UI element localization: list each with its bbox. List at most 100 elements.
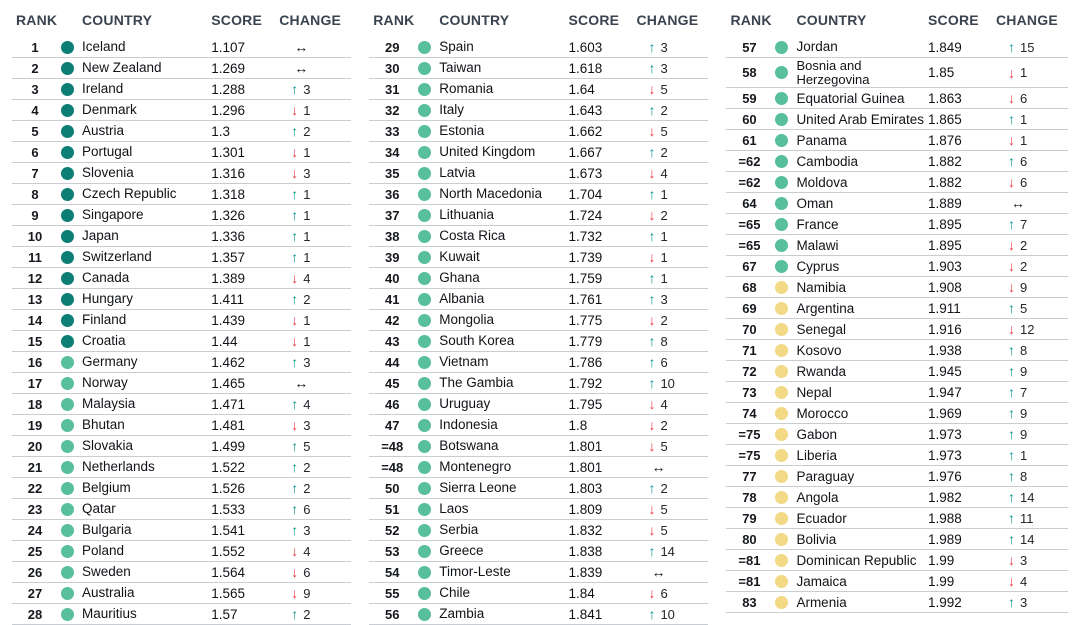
table-row: 43 South Korea 1.779 ↑ 8 xyxy=(369,331,709,352)
rank-value: 55 xyxy=(384,585,400,601)
change-value: 7 xyxy=(1020,384,1028,400)
score-tier-dot-icon xyxy=(61,502,74,516)
change-value: 2 xyxy=(660,207,668,223)
change-cell: ↑ 1 xyxy=(273,187,351,202)
down-arrow-icon: ↓ xyxy=(648,249,656,265)
score-value: 1.775 xyxy=(568,312,603,328)
change-value: 1 xyxy=(303,102,311,118)
change-column-header: CHANGE xyxy=(996,12,1058,28)
score-tier-dot-icon xyxy=(61,40,74,54)
table-row: =75 Gabon 1.973 ↑ 9 xyxy=(726,424,1068,446)
country-name: Montenegro xyxy=(439,459,512,475)
score-value: 1.107 xyxy=(211,39,246,55)
country-name: Bolivia xyxy=(796,531,837,547)
table-row: 3 Ireland 1.288 ↑ 3 xyxy=(12,79,352,100)
country-name: Serbia xyxy=(439,522,479,538)
score-tier-dot-icon xyxy=(61,523,74,537)
change-cell: ↑ 14 xyxy=(990,532,1068,547)
score-tier-dot-icon xyxy=(775,66,789,80)
table-row: 7 Slovenia 1.316 ↓ 3 xyxy=(12,163,352,184)
change-value: 1 xyxy=(660,186,668,202)
country-name: South Korea xyxy=(439,333,515,349)
table-row: 80 Bolivia 1.989 ↑ 14 xyxy=(726,529,1068,551)
up-arrow-icon: ↑ xyxy=(291,249,299,265)
score-value: 1.704 xyxy=(568,186,603,202)
score-value: 1.795 xyxy=(568,396,603,412)
change-value: 14 xyxy=(1020,531,1035,547)
change-cell: ↓ 4 xyxy=(273,544,351,559)
change-cell: ↔ xyxy=(990,196,1068,210)
change-value: 5 xyxy=(660,438,668,454)
score-value: 1.863 xyxy=(928,90,962,106)
change-cell: ↓ 1 xyxy=(273,334,351,349)
change-cell: ↓ 2 xyxy=(990,259,1068,274)
change-column-header: CHANGE xyxy=(636,12,699,28)
table-row: 54 Timor-Leste 1.839 ↔ xyxy=(369,562,709,583)
table-row: =48 Montenegro 1.801 ↔ xyxy=(369,457,709,478)
score-value: 1.865 xyxy=(928,111,962,127)
score-value: 1.938 xyxy=(928,342,962,358)
score-tier-dot-icon xyxy=(775,133,789,147)
country-name: Slovenia xyxy=(82,165,134,181)
score-tier-dot-icon xyxy=(418,124,432,138)
country-name: Dominican Republic xyxy=(796,552,917,568)
score-tier-dot-icon xyxy=(775,385,789,399)
rank-value: =62 xyxy=(738,153,761,169)
change-cell: ↓ 6 xyxy=(990,91,1068,106)
score-tier-dot-icon xyxy=(61,481,74,495)
table-row: =62 Cambodia 1.882 ↑ 6 xyxy=(726,151,1068,173)
up-arrow-icon: ↑ xyxy=(648,606,656,622)
score-value: 1.603 xyxy=(568,39,603,55)
change-cell: ↑ 15 xyxy=(990,40,1068,55)
change-value: 6 xyxy=(1020,174,1028,190)
score-value: 1.301 xyxy=(211,144,246,160)
table-row: 44 Vietnam 1.786 ↑ 6 xyxy=(369,352,709,373)
down-arrow-icon: ↓ xyxy=(291,564,299,580)
change-value: 4 xyxy=(303,396,311,412)
up-arrow-icon: ↑ xyxy=(648,186,656,202)
country-name: Indonesia xyxy=(439,417,498,433)
change-value: 1 xyxy=(1020,111,1028,127)
down-arrow-icon: ↓ xyxy=(648,522,656,538)
table-row: =81 Dominican Republic 1.99 ↓ 3 xyxy=(726,550,1068,572)
table-row: 56 Zambia 1.841 ↑ 10 xyxy=(369,604,709,625)
country-name: Malawi xyxy=(796,237,839,253)
table-row: =48 Botswana 1.801 ↓ 5 xyxy=(369,436,709,457)
rank-value: 26 xyxy=(27,564,43,580)
change-value: 1 xyxy=(303,312,311,328)
up-arrow-icon: ↑ xyxy=(291,123,299,139)
change-value: 12 xyxy=(1020,321,1035,337)
up-arrow-icon: ↑ xyxy=(1008,111,1015,128)
no-change-arrow-icon: ↔ xyxy=(651,564,666,580)
score-value: 1.989 xyxy=(928,531,962,547)
score-value: 1.882 xyxy=(928,174,962,190)
country-name: Jamaica xyxy=(796,573,847,589)
table-row: 22 Belgium 1.526 ↑ 2 xyxy=(12,478,352,499)
score-value: 1.316 xyxy=(211,165,246,181)
rank-value: 27 xyxy=(27,585,43,601)
up-arrow-icon: ↑ xyxy=(291,228,299,244)
score-tier-dot-icon xyxy=(61,544,74,558)
score-tier-dot-icon xyxy=(775,364,789,378)
country-name: Qatar xyxy=(82,501,116,517)
score-value: 1.481 xyxy=(211,417,246,433)
change-cell: ↓ 3 xyxy=(273,166,351,181)
score-value: 1.3 xyxy=(211,123,230,139)
change-cell: ↓ 5 xyxy=(630,82,708,97)
score-tier-dot-icon xyxy=(775,406,789,420)
table-row: 83 Armenia 1.992 ↑ 3 xyxy=(726,592,1068,614)
score-value: 1.982 xyxy=(928,489,962,505)
change-cell: ↓ 3 xyxy=(990,553,1068,568)
score-value: 1.779 xyxy=(568,333,603,349)
score-value: 1.643 xyxy=(568,102,603,118)
change-cell: ↑ 6 xyxy=(990,154,1068,169)
score-tier-dot-icon xyxy=(61,292,74,306)
country-name: Czech Republic xyxy=(82,186,177,202)
table-row: 34 United Kingdom 1.667 ↑ 2 xyxy=(369,142,709,163)
score-column-header: SCORE xyxy=(928,12,979,28)
score-value: 1.499 xyxy=(211,438,246,454)
score-tier-dot-icon xyxy=(775,553,789,567)
change-value: 3 xyxy=(660,60,668,76)
country-name: Rwanda xyxy=(796,363,846,379)
table-row: 74 Morocco 1.969 ↑ 9 xyxy=(726,403,1068,425)
